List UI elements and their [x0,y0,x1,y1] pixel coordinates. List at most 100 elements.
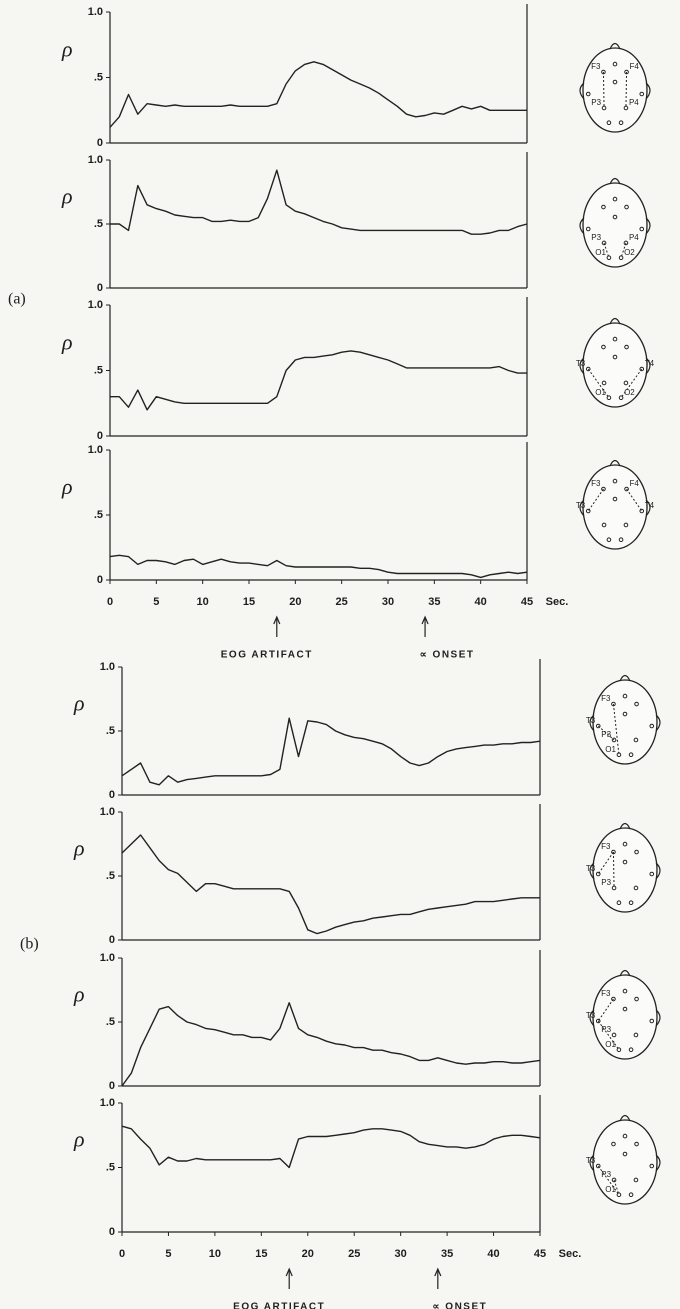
data-line [121,717,541,786]
electrode [612,214,618,220]
y-axis-label: ρ [61,183,73,208]
data-line [109,61,527,128]
electrode [628,1192,634,1198]
ear [645,499,651,517]
electrode-label: O1 [605,745,616,754]
nose [609,317,621,325]
electrode [622,988,628,994]
x-tick-label: 40 [487,1248,499,1260]
x-tick-label: 0 [107,596,113,608]
electrode-link [597,1020,620,1051]
electrode [618,395,624,401]
y-tick-label: 0 [109,1226,115,1238]
electrode [601,522,607,528]
electrode [585,366,591,372]
data-line [121,1002,541,1087]
y-axis-label: ρ [73,690,85,715]
y-tick-label: .5 [94,71,103,83]
y-tick-label: 1.0 [100,806,115,818]
electrode [601,69,606,75]
electrode-link [597,851,614,875]
ear [579,499,585,517]
y-axis-label: ρ [73,835,85,860]
x-tick-label: 25 [348,1248,360,1260]
y-tick-label: 0 [109,789,115,801]
ear [655,714,661,732]
electrode [616,900,622,906]
y-axis-label: ρ [73,1127,85,1152]
electrode-label: P3 [591,233,601,242]
x-tick-label: 20 [289,596,301,608]
nose [609,42,621,50]
x-tick-label: 30 [395,1248,407,1260]
electrode [628,1047,634,1053]
head [592,974,658,1060]
electrode-label: F3 [591,62,601,71]
electrode [616,752,622,758]
ear [579,217,585,235]
electrode [612,336,618,342]
electrode [618,537,624,543]
ear [579,357,585,375]
electrode [633,737,639,743]
electrode-link [626,488,643,512]
nose [619,1114,631,1122]
x-tick-label: 20 [302,1248,314,1260]
electrode [633,885,639,891]
x-tick-label: 5 [165,1248,171,1260]
nose [609,459,621,467]
ear [655,1154,661,1172]
data-line [121,834,540,935]
y-tick-label: 1.0 [88,444,103,456]
y-tick-label: 0 [109,934,115,946]
electrode-link [625,72,628,108]
y-tick-label: .5 [106,725,115,737]
x-tick-label: 0 [119,1248,125,1260]
electrode-label: F4 [630,479,640,488]
y-tick-label: 1.0 [88,6,103,18]
ear [589,714,595,732]
y-axis-label: ρ [61,329,73,354]
ear [655,862,661,880]
electrode [612,196,618,202]
electrode [628,900,634,906]
head [592,827,658,913]
electrode [622,1151,628,1157]
electrode-link [587,368,610,399]
y-tick-label: 0 [97,137,103,149]
electrode [622,711,628,717]
y-tick-label: .5 [94,364,103,376]
x-axis-label: Sec. [546,596,569,608]
electrode-link [597,1165,620,1196]
panel-label: (a) [8,291,26,308]
electrode-label: F3 [601,989,611,998]
electrode-link [620,368,643,399]
y-tick-label: 1.0 [88,154,103,166]
annotation-label: EOG ARTIFACT [221,650,313,661]
electrode-label: P3 [601,1025,611,1034]
data-line [110,350,527,411]
electrode-label: O2 [624,388,635,397]
electrode [595,723,601,729]
arrow-head [421,615,429,625]
electrode [649,871,655,877]
x-tick-label: 5 [153,596,159,608]
y-tick-label: 1.0 [88,299,103,311]
electrode [649,723,655,729]
x-tick-label: 30 [382,596,394,608]
head [582,322,648,408]
electrode-label: T4 [645,359,655,368]
electrode [623,240,629,246]
y-tick-label: 1.0 [100,952,115,964]
annotation-label: ∝ ONSET [432,1302,487,1309]
y-axis-label: ρ [61,474,73,499]
electrode [649,1163,655,1169]
nose [619,822,631,830]
x-tick-label: 45 [534,1248,546,1260]
arrow-head [285,1267,293,1277]
electrode [611,737,617,743]
x-tick-label: 35 [428,596,440,608]
electrode [612,496,618,502]
